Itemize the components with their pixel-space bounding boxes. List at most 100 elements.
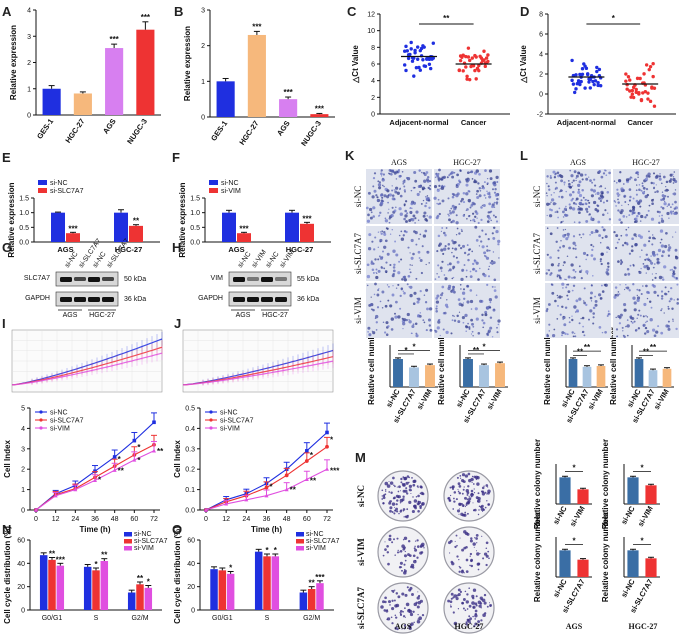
cell-dot <box>385 227 388 229</box>
cell-dot <box>389 263 392 267</box>
cell-dot <box>495 229 499 234</box>
cell-dot <box>371 240 374 243</box>
colony-dot <box>485 547 488 549</box>
cell-dot <box>399 294 402 298</box>
cell-dot <box>654 191 657 193</box>
cell-dot <box>620 260 624 264</box>
cell-dot <box>378 214 381 217</box>
colony-dot <box>417 591 419 593</box>
colony-dot <box>408 476 411 479</box>
cell-dot <box>606 262 610 265</box>
cell-dot <box>616 293 620 297</box>
cell-dot <box>588 176 590 178</box>
cell-dot <box>403 291 406 295</box>
y-tick-label: 10 <box>367 28 375 35</box>
cell-dot <box>580 277 583 280</box>
colony-dot <box>462 607 465 610</box>
significance-mark: ** <box>101 551 108 560</box>
colony-dot <box>402 476 405 478</box>
cell-dot <box>628 289 631 292</box>
cell-dot <box>579 173 584 177</box>
cell-dot <box>556 171 560 175</box>
cell-dot <box>577 183 581 188</box>
cell-dot <box>578 193 583 198</box>
cell-dot <box>494 286 496 288</box>
legend-marker <box>39 426 43 430</box>
cell-dot <box>417 297 421 301</box>
cell-dot <box>575 174 579 178</box>
cell-dot <box>583 334 586 337</box>
cell-line-label: HGC-27 <box>262 312 288 319</box>
colony-dot <box>388 491 391 493</box>
colony-dot <box>406 586 409 589</box>
cell-dot <box>373 189 377 193</box>
cell-dot <box>660 198 663 202</box>
cell-dot <box>386 189 390 193</box>
cell-dot <box>490 210 493 213</box>
cell-dot <box>411 218 415 222</box>
cell-dot <box>488 298 493 302</box>
cell-dot <box>366 274 371 279</box>
cell-dot <box>586 273 589 275</box>
cell-dot <box>449 211 452 215</box>
colony-dot <box>396 486 398 488</box>
cell-dot <box>376 196 379 199</box>
cell-dot <box>664 189 667 192</box>
data-point <box>422 45 426 49</box>
cell-dot <box>481 187 483 190</box>
cell-dot <box>591 248 594 252</box>
cell-dot <box>487 268 490 271</box>
data-point <box>482 58 486 62</box>
colony-dot <box>455 534 458 537</box>
cell-dot <box>567 290 571 294</box>
cell-dot <box>654 276 657 280</box>
x-tick-label: GES-1 <box>35 117 55 141</box>
y-tick-label: 1.5 <box>19 196 29 203</box>
cell-dot <box>661 254 664 258</box>
cell-dot <box>483 274 487 278</box>
cell-dot <box>575 197 579 201</box>
cell-dot <box>490 219 492 222</box>
cell-dot <box>564 306 568 309</box>
cell-dot <box>591 181 594 184</box>
legend-swatch <box>124 546 132 551</box>
cell-dot <box>632 296 636 300</box>
y-axis-label: △Ct Value <box>351 45 360 84</box>
series-marker <box>325 467 329 471</box>
cell-dot <box>550 283 553 286</box>
cell-dot <box>469 215 471 217</box>
cell-dot <box>387 212 389 214</box>
cell-dot <box>648 230 650 233</box>
cell-dot <box>637 212 640 214</box>
cell-dot <box>653 290 657 294</box>
cell-dot <box>489 306 492 309</box>
cell-dot <box>425 329 428 332</box>
colony-dot <box>449 552 451 554</box>
cell-dot <box>444 233 447 237</box>
legend-label: si-NC <box>306 531 324 538</box>
cell-dot <box>409 293 413 298</box>
cell-dot <box>625 283 627 286</box>
cell-dot <box>636 184 638 186</box>
cell-dot <box>621 204 623 207</box>
colony-dot <box>464 496 467 500</box>
cell-dot <box>494 188 497 191</box>
colony-dot <box>469 555 471 557</box>
y-axis-label: Cell cycle distribution (%) <box>173 526 182 624</box>
cell-dot <box>559 246 562 249</box>
cell-dot <box>606 268 610 272</box>
bar <box>627 550 639 577</box>
significance-mark: * <box>482 343 486 352</box>
cell-dot <box>555 240 558 244</box>
cell-dot <box>614 286 618 289</box>
cell-dot <box>497 323 500 326</box>
cell-dot <box>489 261 492 264</box>
x-tick-label: AGS <box>228 245 244 254</box>
cell-dot <box>671 307 674 310</box>
cell-dot <box>377 258 380 261</box>
cell-dot <box>588 213 591 216</box>
y-tick-label: 3 <box>27 34 31 41</box>
cell-dot <box>546 253 549 256</box>
cell-dot <box>674 212 677 215</box>
cell-dot <box>614 246 618 250</box>
